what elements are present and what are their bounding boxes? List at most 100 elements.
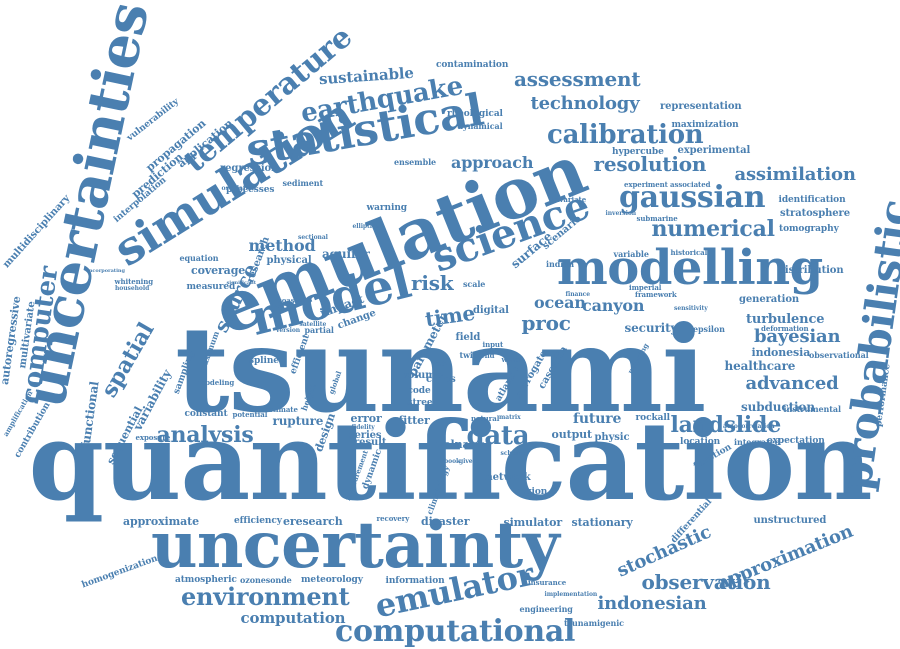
word-sectional: sectional <box>298 234 328 241</box>
word-imperial: imperial <box>629 282 662 292</box>
word-inversion: inversion <box>605 210 637 217</box>
word-maximization: maximization <box>671 119 739 130</box>
word-healthcare: healthcare <box>724 359 796 373</box>
word-processes: processes <box>226 184 275 195</box>
word-observational: observational <box>809 350 869 360</box>
word-indian: indian <box>546 259 575 269</box>
word-household: household <box>115 285 150 292</box>
word-tsunami: tsunami <box>175 300 707 439</box>
word-distribution: distribution <box>778 265 844 276</box>
word-assessment: assessment <box>514 67 641 91</box>
word-error: error <box>350 411 382 425</box>
word-exposure: exposure <box>135 432 171 442</box>
word-book: book <box>444 458 461 465</box>
word-experimental: experimental <box>677 145 751 156</box>
word-network: network <box>485 472 531 483</box>
word-future: future <box>573 411 622 427</box>
word-field: field <box>455 332 481 343</box>
word-input: input <box>482 339 504 349</box>
word-canyon: canyon <box>582 296 645 315</box>
word-matrix: matrix <box>499 414 521 421</box>
word-homogenization: homogenization <box>80 553 159 590</box>
word-fidelity: fidelity <box>351 424 375 431</box>
word-volume: volume <box>402 370 442 381</box>
word-integrated: integrated <box>734 437 781 447</box>
word-observation: observation <box>641 570 771 594</box>
word-approximate: approximate <box>123 514 200 528</box>
word-framework: framework <box>635 289 677 299</box>
word-partial: partial <box>304 325 334 335</box>
word-analysis: analysis <box>156 422 254 448</box>
word-stationary: stationary <box>571 515 633 529</box>
word-output: output <box>551 427 593 441</box>
word-fitter: fitter <box>398 413 430 427</box>
word-indonesia: indonesia <box>751 345 811 359</box>
word-variable: variable <box>613 249 649 259</box>
word-recovery: recovery <box>376 513 410 523</box>
word-gaussian: gaussian <box>619 180 766 215</box>
word-rheological: rheological <box>447 108 503 119</box>
word-wave: wave <box>501 354 521 364</box>
word-cities: cities <box>426 374 456 385</box>
word-computation: computation <box>240 608 346 627</box>
word-landslide: landslide <box>670 412 782 438</box>
word-real: real <box>432 358 450 368</box>
word-code: code <box>407 385 431 396</box>
word-simulator: simulator <box>503 515 563 529</box>
word-trend: trend <box>473 350 495 360</box>
word-approach: approach <box>451 153 534 172</box>
word-epsilon: epsilon <box>693 324 725 334</box>
word-dynamical: dynamical <box>457 121 503 131</box>
word-physical: physical <box>266 255 312 266</box>
word-turbulence: turbulence <box>746 311 825 327</box>
word-implementation: implementation <box>544 591 598 598</box>
word-coverage: coverage <box>191 263 246 277</box>
word-insurance: insurance <box>528 577 567 587</box>
word-expectation: expectation <box>767 435 825 446</box>
word-resolution: resolution <box>593 152 707 176</box>
word-whitening: whitening <box>114 276 154 286</box>
word-stratosphere: stratosphere <box>780 208 850 219</box>
word-generation: generation <box>739 294 800 305</box>
word-modeling: modeling <box>198 377 235 387</box>
word-oscillation: oscillation <box>221 185 257 192</box>
word-proc: proc <box>521 311 571 335</box>
word-identification: identification <box>778 194 846 205</box>
word-disaster: disaster <box>421 514 470 528</box>
word-representation: representation <box>660 101 742 112</box>
word-assimilation: assimilation <box>734 164 856 185</box>
word-ensemble: ensemble <box>394 157 437 167</box>
word-spatial: spatial <box>96 318 160 402</box>
word-warning: warning <box>366 202 408 213</box>
word-potential: potential <box>232 409 268 419</box>
word-series: series <box>349 430 382 441</box>
word-autocorrelation: autocorrelation <box>723 423 775 430</box>
word-approximation: approximation <box>713 520 856 595</box>
word-rockall: rockall <box>635 412 671 423</box>
word-advanced: advanced <box>745 373 839 394</box>
word-estimate: estimate <box>264 404 298 414</box>
word-twin: twin <box>459 350 479 360</box>
word-instrumental: instrumental <box>783 404 842 414</box>
word-engineering: engineering <box>519 604 573 614</box>
word-subduction: subduction <box>741 400 815 414</box>
word-constant: constant <box>184 408 228 419</box>
word-street: street <box>407 397 437 408</box>
word-incorporating: incorporating <box>87 267 125 274</box>
word-finance: finance <box>565 291 591 298</box>
word-significant: significant <box>226 279 257 286</box>
word-volna: volna <box>437 437 470 451</box>
word-information: information <box>385 575 445 586</box>
word-numerical: numerical <box>651 216 775 242</box>
word-ozonesonde: ozonesonde <box>240 575 292 585</box>
word-probabilistic: probabilistic <box>831 196 900 494</box>
word-regression: regression <box>220 163 279 174</box>
word-version: version <box>276 327 301 334</box>
word-calibration: calibration <box>547 120 704 150</box>
word-scale: scale <box>463 279 486 289</box>
word-data: data <box>466 421 530 451</box>
word-historical: historical <box>670 247 708 257</box>
word-bivariate: bivariate <box>552 194 587 204</box>
word-bayesian: bayesian <box>754 326 841 347</box>
